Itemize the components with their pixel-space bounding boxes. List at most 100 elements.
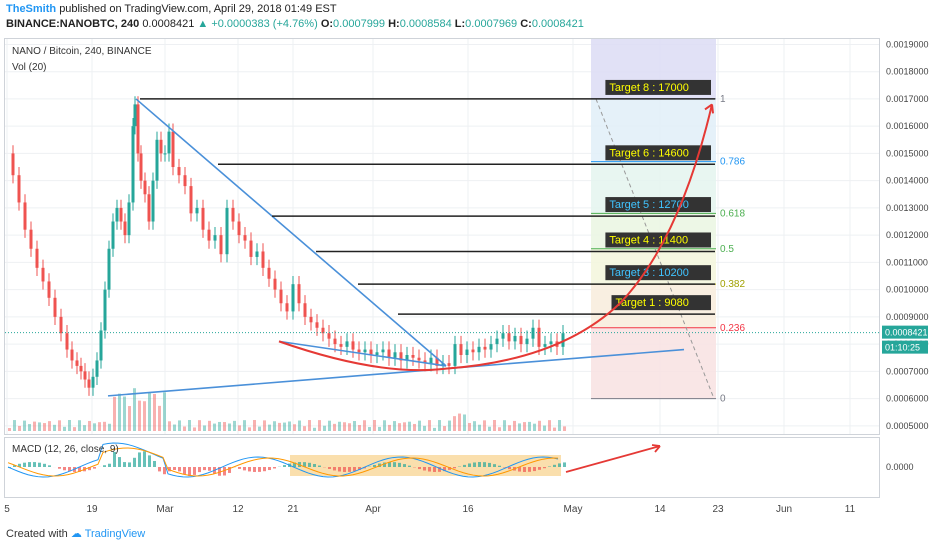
macd-histogram-bar bbox=[188, 467, 191, 476]
macd-histogram-bar bbox=[418, 467, 421, 470]
candle-body bbox=[435, 357, 439, 366]
volume-bar bbox=[303, 426, 306, 431]
macd-histogram-bar bbox=[253, 467, 256, 472]
volume-bar bbox=[408, 421, 411, 431]
volume-bar bbox=[238, 425, 241, 431]
volume-bar bbox=[513, 420, 516, 431]
volume-bar bbox=[168, 421, 171, 431]
fib-level-label: 0.382 bbox=[720, 279, 745, 290]
macd-histogram-bar bbox=[383, 462, 386, 467]
candle-body bbox=[381, 349, 385, 353]
macd-arrowhead bbox=[651, 444, 661, 453]
volume-bar bbox=[383, 420, 386, 431]
volume-bar bbox=[43, 423, 46, 431]
volume-bar bbox=[523, 422, 526, 431]
macd-histogram-bar bbox=[403, 464, 406, 467]
fib-level-label: 0.618 bbox=[720, 208, 745, 219]
macd-histogram-bar bbox=[198, 467, 201, 473]
current-price-label: 0.0008421 bbox=[885, 328, 928, 338]
macd-histogram-bar bbox=[133, 457, 136, 467]
candle-body bbox=[83, 371, 87, 380]
macd-histogram-bar bbox=[158, 467, 161, 472]
candle-body bbox=[417, 357, 421, 361]
macd-histogram-bar bbox=[103, 465, 106, 467]
volume-bar bbox=[113, 396, 116, 431]
macd-histogram-bar bbox=[263, 467, 266, 472]
y-tick-label: 0.0006000 bbox=[886, 394, 929, 404]
macd-histogram-bar bbox=[148, 455, 151, 467]
candle-body bbox=[501, 333, 505, 339]
candle-body bbox=[47, 281, 51, 298]
candle-body bbox=[70, 349, 74, 361]
x-tick-label: May bbox=[564, 504, 583, 515]
macd-pane[interactable] bbox=[4, 437, 880, 498]
macd-histogram-bar bbox=[203, 467, 206, 471]
macd-histogram-bar bbox=[553, 464, 556, 467]
macd-highlight-box bbox=[290, 455, 561, 476]
macd-histogram-bar bbox=[373, 464, 376, 467]
macd-histogram-bar bbox=[118, 457, 121, 467]
macd-histogram-bar bbox=[13, 465, 16, 467]
volume-bar bbox=[88, 420, 91, 431]
target-label-bg bbox=[611, 295, 711, 311]
volume-bar bbox=[8, 428, 11, 431]
volume-bar bbox=[218, 421, 221, 431]
candle-body bbox=[549, 341, 553, 345]
macd-histogram-bar bbox=[23, 462, 26, 467]
y-tick-label: 0.0011000 bbox=[886, 257, 928, 267]
close-value: 0.0008421 bbox=[531, 18, 584, 30]
macd-histogram-bar bbox=[428, 467, 431, 472]
volume-bar bbox=[48, 421, 51, 431]
candle-body bbox=[423, 360, 427, 364]
macd-histogram-bar bbox=[533, 467, 536, 472]
volume-bar bbox=[493, 420, 496, 431]
volume-bar bbox=[393, 421, 396, 431]
volume-bar bbox=[558, 420, 561, 431]
macd-histogram-bar bbox=[238, 467, 241, 469]
target-label: Target 1 : 9080 bbox=[616, 297, 689, 309]
candle-body bbox=[183, 175, 187, 187]
author-name[interactable]: TheSmith bbox=[6, 3, 57, 15]
pair-legend: NANO / Bitcoin, 240, BINANCE bbox=[12, 46, 152, 57]
volume-bar bbox=[78, 420, 81, 431]
target-label-bg bbox=[605, 79, 711, 95]
x-tick-label: Mar bbox=[156, 504, 174, 515]
target-label-bg bbox=[605, 265, 711, 281]
volume-bar bbox=[133, 388, 136, 431]
candle-body bbox=[297, 284, 301, 304]
candle-body bbox=[225, 207, 229, 255]
candle-body bbox=[495, 338, 499, 345]
macd-histogram-bar bbox=[268, 467, 271, 471]
macd-histogram-bar bbox=[498, 465, 501, 467]
macd-histogram-bar bbox=[483, 462, 486, 467]
macd-histogram-bar bbox=[478, 462, 481, 467]
tradingview-link[interactable]: TradingView bbox=[84, 528, 146, 540]
candle-body bbox=[99, 330, 103, 361]
candle-body bbox=[483, 346, 487, 350]
macd-histogram-bar bbox=[123, 462, 126, 467]
volume-bar bbox=[413, 423, 416, 431]
macd-histogram-bar bbox=[523, 467, 526, 472]
macd-histogram-bar bbox=[18, 463, 21, 467]
volume-bar bbox=[233, 420, 236, 431]
volume-bar bbox=[138, 400, 141, 431]
candle-body bbox=[369, 349, 373, 355]
candle-body bbox=[163, 153, 167, 155]
volume-bar bbox=[463, 414, 466, 431]
macd-tick-label: 0.0000 bbox=[886, 462, 914, 472]
volume-bar bbox=[193, 427, 196, 431]
volume-bar bbox=[378, 426, 381, 431]
macd-histogram-bar bbox=[448, 467, 451, 470]
price-change: +0.0000383 (+4.76%) bbox=[211, 18, 318, 30]
candle-body bbox=[79, 365, 83, 372]
fib-level-label: 0 bbox=[720, 394, 726, 405]
candle-body bbox=[273, 278, 277, 290]
volume-bar bbox=[518, 423, 521, 431]
price-pane[interactable] bbox=[4, 38, 880, 435]
volume-bar bbox=[223, 422, 226, 431]
volume-bar bbox=[343, 422, 346, 431]
y-tick-label: 0.0009000 bbox=[886, 312, 929, 322]
macd-histogram-bar bbox=[163, 467, 166, 475]
candle-body bbox=[327, 333, 331, 339]
